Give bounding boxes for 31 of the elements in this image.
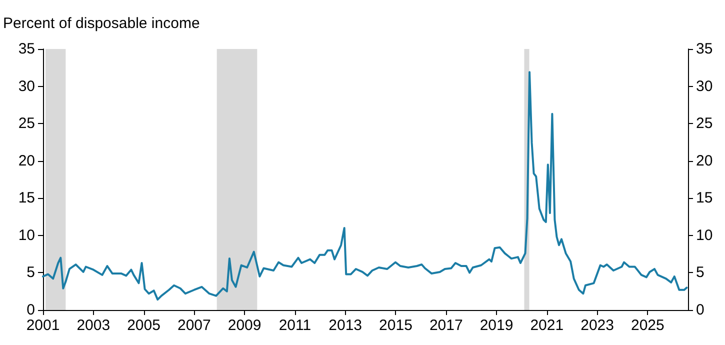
y-tick-label: 30 [18, 78, 35, 95]
y2-tick-label: 5 [696, 264, 704, 282]
y-tick-label: 15 [18, 190, 35, 207]
y-tick-label: 20 [18, 152, 35, 170]
y-tick-label: 35 [18, 40, 35, 58]
x-tick-label: 2003 [76, 317, 110, 334]
y-tick-label: 5 [26, 264, 35, 282]
x-tick-label: 2005 [127, 317, 160, 334]
x-tick-label: 2011 [278, 317, 312, 334]
y-tick-label: 0 [26, 302, 35, 318]
y2-tick-label: 35 [696, 40, 713, 58]
line-series [42, 71, 688, 301]
y2-tick-label: 25 [696, 115, 713, 132]
y2-tick-label: 10 [696, 226, 713, 244]
x-tick-label: 2023 [580, 317, 614, 334]
x-tick-label: 2025 [631, 317, 664, 334]
x-tick-label: 2007 [177, 317, 211, 334]
x-tick-label: 2019 [480, 317, 514, 334]
y2-tick-label: 20 [696, 152, 713, 170]
y-axis-title: Percent of disposable income [3, 15, 200, 32]
x-tick-label: 2009 [228, 317, 262, 334]
x-tick-label: 2021 [530, 317, 564, 334]
y-tick-label: 25 [18, 115, 35, 132]
x-tick-label: 2001 [26, 317, 60, 334]
y2-tick-label: 30 [696, 78, 713, 95]
y2-tick-label: 15 [696, 190, 713, 207]
y-tick-label: 10 [18, 226, 35, 244]
y2-tick-label: 0 [696, 302, 704, 318]
x-tick-label: 2015 [379, 317, 412, 334]
x-tick-label: 2013 [328, 317, 362, 334]
x-tick-label: 2017 [429, 317, 463, 334]
